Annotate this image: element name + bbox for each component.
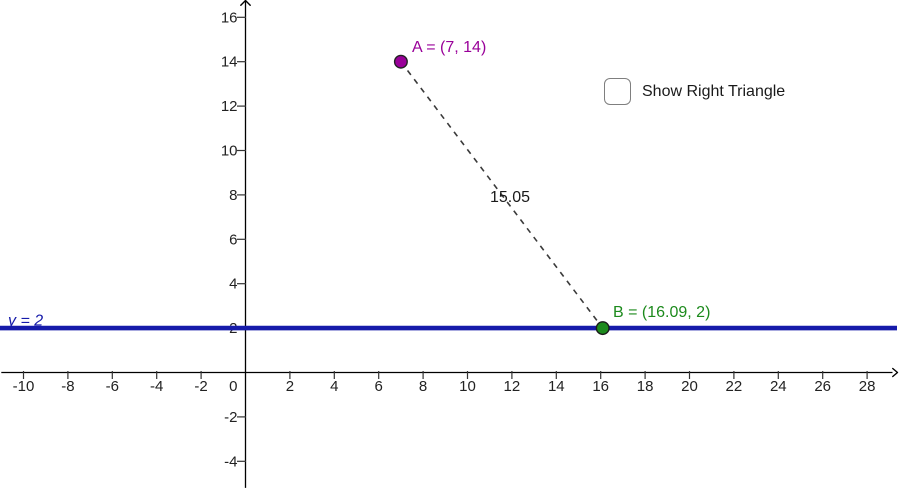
svg-text:16: 16 [221, 9, 238, 26]
svg-text:4: 4 [229, 276, 237, 293]
svg-text:y = 2: y = 2 [7, 313, 43, 330]
svg-text:22: 22 [726, 378, 743, 395]
svg-text:-8: -8 [61, 378, 74, 395]
svg-text:16: 16 [592, 378, 609, 395]
svg-text:15.05: 15.05 [490, 189, 530, 206]
svg-text:-4: -4 [224, 453, 237, 470]
svg-text:-6: -6 [106, 378, 119, 395]
svg-text:6: 6 [229, 231, 237, 248]
svg-text:Show Right Triangle: Show Right Triangle [642, 83, 785, 100]
svg-text:12: 12 [221, 98, 238, 115]
svg-text:12: 12 [504, 378, 521, 395]
svg-text:2: 2 [286, 378, 294, 395]
svg-text:-4: -4 [150, 378, 163, 395]
svg-text:20: 20 [681, 378, 698, 395]
svg-text:10: 10 [459, 378, 476, 395]
svg-text:14: 14 [548, 378, 565, 395]
svg-text:26: 26 [814, 378, 831, 395]
svg-text:8: 8 [229, 187, 237, 204]
svg-text:28: 28 [859, 378, 876, 395]
svg-text:8: 8 [419, 378, 427, 395]
svg-text:24: 24 [770, 378, 787, 395]
svg-text:-10: -10 [13, 378, 35, 395]
svg-text:10: 10 [221, 143, 238, 160]
svg-text:A = (7, 14): A = (7, 14) [412, 39, 486, 56]
svg-text:-2: -2 [194, 378, 207, 395]
svg-text:B = (16.09, 2): B = (16.09, 2) [613, 304, 710, 321]
svg-text:14: 14 [221, 54, 238, 71]
svg-text:4: 4 [330, 378, 338, 395]
svg-text:0: 0 [229, 378, 237, 395]
svg-text:18: 18 [637, 378, 654, 395]
svg-text:6: 6 [375, 378, 383, 395]
svg-text:-2: -2 [224, 409, 237, 426]
